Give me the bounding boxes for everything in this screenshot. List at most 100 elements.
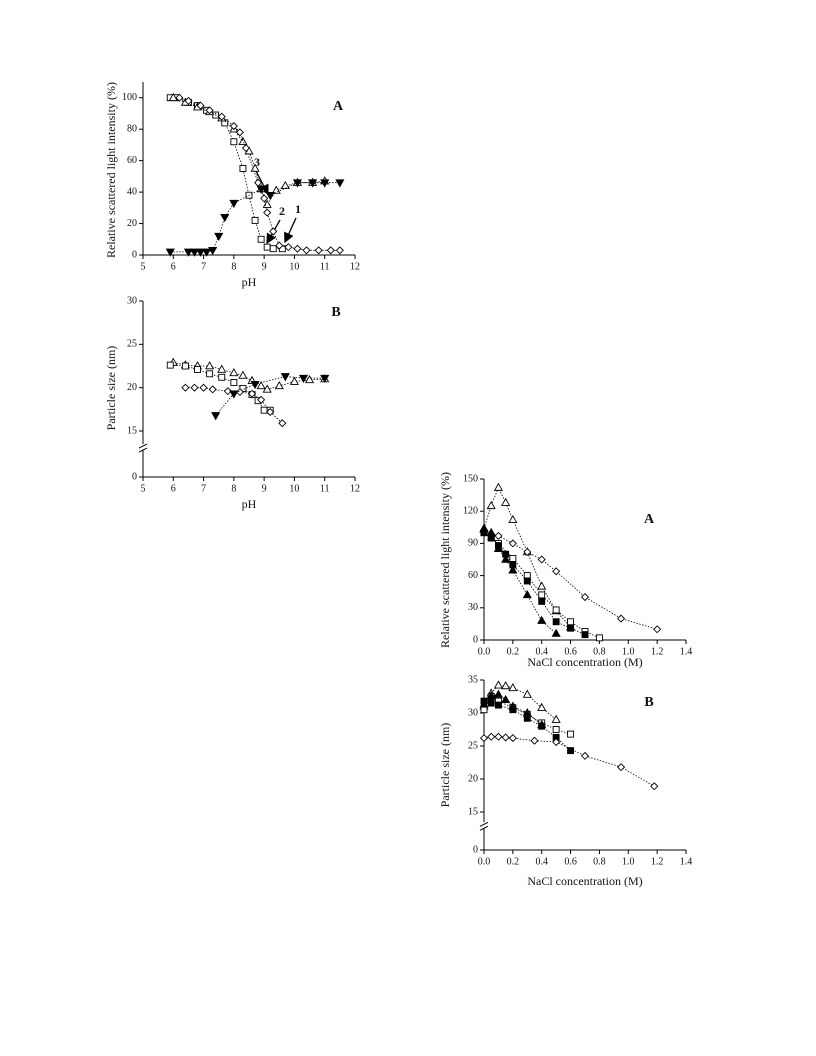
- x-tick-label: 11: [320, 261, 330, 272]
- data-point: [266, 407, 275, 416]
- data-point: [530, 736, 539, 745]
- x-tick-label: 11: [320, 483, 330, 494]
- axis-break: [479, 825, 489, 831]
- x-tick-label: 0.6: [564, 856, 577, 867]
- y-axis-title: Relative scattered light intensity (%): [438, 472, 452, 648]
- data-point: [480, 697, 488, 705]
- data-point: [251, 216, 259, 224]
- data-point: [208, 385, 217, 394]
- data-point: [595, 634, 603, 642]
- data-point: [479, 734, 489, 743]
- data-point: [551, 714, 561, 723]
- data-point: [508, 682, 518, 692]
- data-point: [269, 227, 278, 236]
- data-point: [552, 567, 561, 576]
- annotation: 1: [295, 202, 301, 216]
- data-point: [302, 246, 311, 255]
- data-point: [538, 722, 546, 730]
- data-point: [522, 689, 532, 698]
- data-point: [183, 248, 193, 257]
- y-tick-label: 150: [463, 473, 478, 484]
- data-point: [501, 497, 511, 506]
- data-point: [238, 136, 248, 146]
- panel-label: B: [644, 695, 653, 710]
- data-point: [538, 597, 546, 605]
- data-point: [211, 412, 221, 421]
- data-point: [335, 179, 345, 188]
- data-point: [650, 782, 659, 791]
- x-tick-label: 0.6: [564, 646, 577, 657]
- data-point: [205, 106, 214, 115]
- y-tick-label: 25: [468, 740, 478, 751]
- data-point: [305, 374, 315, 384]
- data-point: [175, 93, 184, 102]
- data-point: [247, 389, 257, 398]
- series-line: [483, 530, 658, 630]
- data-point: [537, 555, 546, 564]
- x-tick-label: 8: [231, 261, 236, 272]
- data-point: [275, 241, 284, 250]
- data-point: [567, 730, 575, 738]
- x-tick-label: 7: [201, 261, 206, 272]
- series-line: [483, 486, 571, 628]
- data-point: [494, 531, 503, 540]
- y-tick-label: 0: [473, 634, 478, 645]
- x-tick-label: 10: [289, 261, 299, 272]
- annotation-arrow: [255, 170, 269, 196]
- x-tick-label: 0.8: [593, 646, 606, 657]
- data-point: [567, 618, 575, 626]
- data-point: [509, 554, 517, 562]
- annotation-arrow: [284, 217, 297, 244]
- data-point: [260, 194, 269, 203]
- data-point: [229, 368, 239, 377]
- data-point: [581, 631, 589, 639]
- y-tick-label: 40: [127, 186, 137, 197]
- axis-break: [138, 447, 148, 453]
- data-point: [537, 615, 547, 624]
- data-point: [217, 364, 227, 373]
- chart: 5 6 7 8 9 10 11 12 0 15 20 25 30 pH Particle size (nm)…: [104, 295, 360, 510]
- chart: 0.0 0.2 0.4 0.6 0.8 1.0 1.2 1.4 0 15 20 25 30 35 NaCl …: [438, 674, 693, 887]
- data-point: [280, 373, 290, 382]
- data-point: [278, 419, 287, 428]
- data-point: [205, 361, 215, 370]
- data-point: [552, 606, 560, 614]
- chart: 0.0 0.2 0.4 0.6 0.8 1.0 1.2 1.4 0 30 60 90 120 150 NaC…: [438, 472, 693, 669]
- data-point: [292, 179, 303, 188]
- data-point: [501, 681, 511, 690]
- x-tick-label: 1.0: [622, 646, 635, 657]
- data-point: [509, 706, 517, 714]
- data-point: [168, 92, 178, 101]
- panel-label: A: [333, 99, 344, 114]
- data-point: [494, 732, 503, 741]
- data-point: [230, 379, 238, 386]
- data-point: [522, 589, 532, 599]
- data-point: [487, 732, 496, 741]
- data-point: [238, 370, 248, 379]
- data-point: [257, 235, 265, 243]
- data-point: [256, 381, 266, 390]
- x-tick-label: 1.0: [622, 856, 635, 867]
- data-point: [265, 191, 275, 201]
- y-tick-label: 120: [463, 505, 478, 516]
- data-point: [552, 738, 561, 747]
- data-point: [229, 121, 238, 131]
- y-tick-label: 25: [127, 339, 137, 350]
- data-point: [501, 733, 510, 742]
- axis-break: [138, 443, 148, 449]
- data-point: [523, 577, 531, 585]
- x-tick-label: 6: [171, 483, 176, 494]
- data-point: [189, 248, 200, 257]
- y-tick-label: 35: [468, 674, 478, 685]
- x-tick-label: 9: [262, 483, 267, 494]
- x-tick-label: 1.2: [651, 856, 664, 867]
- data-point: [335, 246, 344, 255]
- x-tick-label: 6: [171, 261, 176, 272]
- data-point: [617, 763, 626, 772]
- x-tick-label: 5: [141, 261, 146, 272]
- data-point: [508, 565, 518, 574]
- x-axis-title: NaCl concentration (M): [527, 655, 642, 669]
- data-point: [250, 380, 260, 390]
- data-point: [206, 370, 214, 378]
